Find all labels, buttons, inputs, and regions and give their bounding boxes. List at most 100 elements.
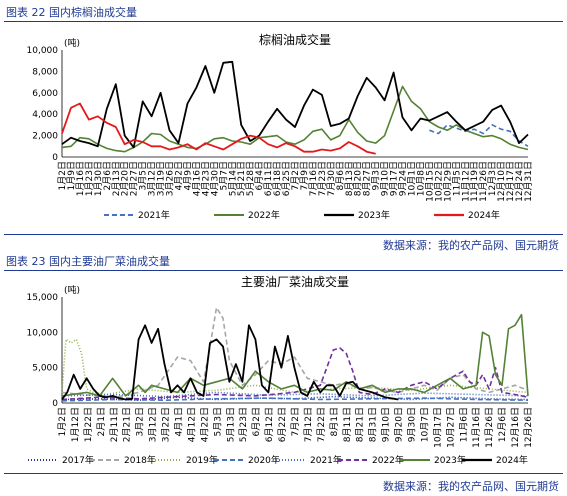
legend-label: 2021年: [138, 209, 170, 221]
series-line-2018年: [61, 306, 529, 398]
x-tick-label: 12月16日: [510, 407, 521, 448]
series-line-2023年: [61, 313, 529, 397]
x-tick-label: 11月5日: [451, 161, 462, 196]
x-tick-label: 11月26日: [484, 407, 495, 448]
x-tick-label: 1月30日: [93, 161, 104, 196]
x-tick-label: 5月14日: [227, 161, 238, 196]
x-tick-label: 2月11日: [109, 407, 120, 442]
figure-caption: 图表 22 国内棕榈油成交量: [6, 6, 137, 19]
x-tick-label: 4月16日: [191, 161, 202, 196]
series-line-2024年: [61, 324, 399, 401]
legend-label: 2022年: [372, 454, 404, 466]
x-tick-label: 3月2日: [135, 407, 146, 436]
legend-label: 2024年: [496, 454, 528, 466]
x-tick-label: 2月21日: [122, 407, 133, 442]
x-tick-label: 7月2日: [290, 161, 301, 190]
x-tick-label: 9月3日: [371, 161, 382, 190]
x-tick-label: 4月30日: [209, 161, 220, 196]
x-tick-label: 6月22日: [277, 407, 288, 442]
x-tick-label: 10月8日: [415, 161, 426, 196]
x-tick-label: 2月6日: [102, 161, 113, 190]
y-tick-label: 0: [52, 153, 58, 163]
legend-label: 2021年: [310, 454, 342, 466]
x-tick-label: 2月20日: [120, 161, 131, 196]
y-tick-label: 5,000: [32, 364, 58, 374]
y-tick-label: 4,000: [32, 110, 58, 120]
x-tick-label: 10月1日: [407, 161, 418, 196]
series-line-2024年: [61, 102, 376, 155]
x-tick-label: 6月4日: [254, 161, 265, 190]
series-line-2022年: [61, 85, 529, 153]
x-tick-label: 11月12日: [460, 161, 471, 202]
legend-label: 2017年: [62, 454, 94, 466]
legend-label: 2020年: [248, 454, 280, 466]
x-tick-label: 10月27日: [445, 407, 456, 448]
x-tick-label: 9月17日: [389, 161, 400, 196]
x-tick-label: 1月23日: [84, 161, 95, 196]
y-tick-label: 8,000: [32, 67, 58, 77]
legend-label: 2023年: [434, 454, 466, 466]
x-tick-label: 8月11日: [342, 407, 353, 442]
x-tick-label: 4月1日: [174, 407, 185, 436]
x-tick-label: 6月12日: [264, 407, 275, 442]
x-tick-label: 12月10日: [496, 161, 507, 202]
x-tick-label: 5月23日: [238, 407, 249, 442]
source-rule: [4, 234, 563, 235]
x-tick-label: 8月13日: [344, 161, 355, 196]
series-line-2022年: [61, 347, 529, 401]
chart-title: 主要油厂菜油成交量: [241, 274, 349, 289]
x-tick-label: 8月6日: [335, 161, 346, 190]
chart-title: 棕榈油成交量: [259, 32, 331, 47]
x-tick-label: 5月21日: [236, 161, 247, 196]
x-tick-label: 8月31日: [368, 407, 379, 442]
x-tick-label: 9月10日: [380, 161, 391, 196]
x-tick-label: 9月10日: [381, 407, 392, 442]
x-tick-label: 10月29日: [442, 161, 453, 202]
x-tick-label: 1月9日: [66, 161, 77, 190]
x-tick-label: 7月12日: [303, 407, 314, 442]
x-tick-label: 1月2日: [57, 161, 68, 190]
x-tick-label: 10月17日: [432, 407, 443, 448]
series-line-2020年: [61, 397, 529, 402]
x-tick-label: 8月20日: [353, 161, 364, 196]
x-tick-label: 7月23日: [317, 161, 328, 196]
x-tick-label: 6月2日: [251, 407, 262, 436]
x-tick-label: 12月31日: [523, 161, 534, 202]
x-tick-label: 9月24日: [398, 161, 409, 196]
x-tick-label: 4月9日: [182, 161, 193, 190]
x-tick-label: 10月15日: [424, 161, 435, 202]
x-tick-label: 2月27日: [129, 161, 140, 196]
legend-label: 2024年: [468, 209, 500, 221]
x-tick-label: 10月22日: [433, 161, 444, 202]
legend-label: 2023年: [358, 209, 390, 221]
y-tick-label: 10,000: [27, 46, 59, 56]
x-tick-label: 5月13日: [225, 407, 236, 442]
figure-caption: 图表 23 国内主要油厂菜油成交量: [6, 255, 170, 268]
x-tick-label: 6月25日: [281, 161, 292, 196]
x-tick-label: 3月19日: [156, 161, 167, 196]
y-tick-label: 10,000: [27, 328, 59, 338]
caption-rule: [4, 270, 563, 271]
y-tick-label: 2,000: [32, 132, 58, 142]
x-tick-label: 10月7日: [419, 407, 430, 442]
x-tick-label: 3月26日: [165, 161, 176, 196]
x-tick-label: 1月2日: [57, 407, 68, 436]
legend-label: 2019年: [186, 454, 218, 466]
palm-oil-volume-chart: 棕榈油成交量 (吨) 0 2,000 4,000 6,000 8,000 10,000 1月2日…: [27, 32, 535, 221]
x-tick-label: 4月12日: [186, 407, 197, 442]
x-tick-label: 12月17日: [505, 161, 516, 202]
x-tick-label: 1月16日: [75, 161, 86, 196]
data-source: 数据来源：我的农产品网、国元期货: [383, 480, 559, 493]
x-tick-label: 4月2日: [174, 161, 185, 190]
x-tick-label: 5月3日: [212, 407, 223, 436]
x-tick-label: 2月13日: [111, 161, 122, 196]
x-tick-label: 8月21日: [355, 407, 366, 442]
x-tick-label: 1月12日: [70, 407, 81, 442]
series-line-2023年: [61, 60, 529, 149]
x-tick-label: 8月1日: [329, 407, 340, 436]
x-tick-label: 12月6日: [497, 407, 508, 442]
x-tick-label: 8月27日: [362, 161, 373, 196]
x-tick-label: 11月19日: [469, 161, 480, 202]
x-tick-label: 3月12日: [147, 161, 158, 196]
